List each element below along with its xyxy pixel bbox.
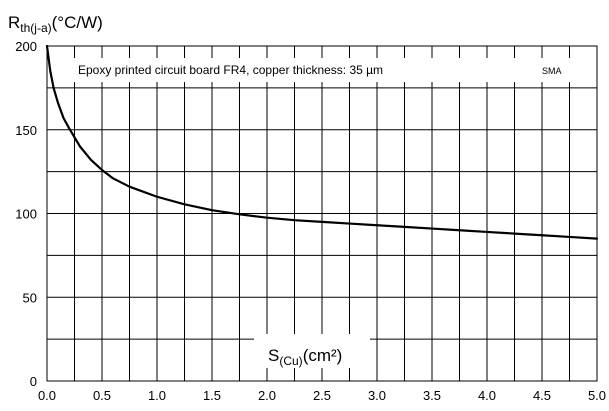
x-tick-label: 3.0 — [368, 388, 386, 403]
y-axis-label-sub: th(j-a) — [20, 21, 51, 35]
x-tick-label: 4.5 — [533, 388, 551, 403]
x-axis-label-sub: (Cu) — [279, 354, 302, 368]
x-tick-label: 4.0 — [478, 388, 496, 403]
y-tick-label: 150 — [15, 123, 37, 138]
x-tick-labels: 0.0 0.5 1.0 1.5 2.0 2.5 3.0 3.5 4.0 4.5 5.0 — [38, 388, 606, 403]
x-tick-label: 1.0 — [148, 388, 166, 403]
y-tick-labels: 0 50 100 150 200 — [15, 39, 37, 389]
x-tick-label: 2.5 — [313, 388, 331, 403]
x-tick-label: 1.5 — [203, 388, 221, 403]
y-axis-label-unit: (°C/W) — [52, 13, 103, 32]
y-tick-label: 0 — [30, 374, 37, 389]
plot-frame — [46, 45, 598, 382]
annotation-text: Epoxy printed circuit board FR4, copper … — [78, 63, 383, 77]
y-tick-label: 100 — [15, 207, 37, 222]
y-tick-label: 50 — [23, 290, 37, 305]
annotation-backdrop — [72, 58, 574, 82]
x-tick-label: 5.0 — [588, 388, 606, 403]
x-axis-label-backdrop — [254, 334, 370, 368]
x-tick-label: 0.0 — [38, 388, 56, 403]
x-tick-label: 0.5 — [93, 388, 111, 403]
x-tick-label: 2.0 — [258, 388, 276, 403]
package-label: SMA — [542, 66, 562, 76]
annotation-box: Epoxy printed circuit board FR4, copper … — [72, 58, 574, 82]
y-tick-label: 200 — [15, 39, 37, 54]
rth-curve-line — [45, 44, 599, 240]
horizontal-gridlines — [47, 87, 597, 340]
x-axis-label-unit: (cm²) — [303, 346, 343, 365]
y-axis-label-main: R — [8, 13, 20, 32]
x-tick-label: 3.5 — [423, 388, 441, 403]
y-axis-label: Rth(j-a)(°C/W) — [8, 13, 103, 35]
x-axis-label-box: S(Cu)(cm²) — [254, 334, 370, 368]
x-axis-label: S(Cu)(cm²) — [268, 346, 342, 368]
x-axis-label-main: S — [268, 346, 279, 365]
